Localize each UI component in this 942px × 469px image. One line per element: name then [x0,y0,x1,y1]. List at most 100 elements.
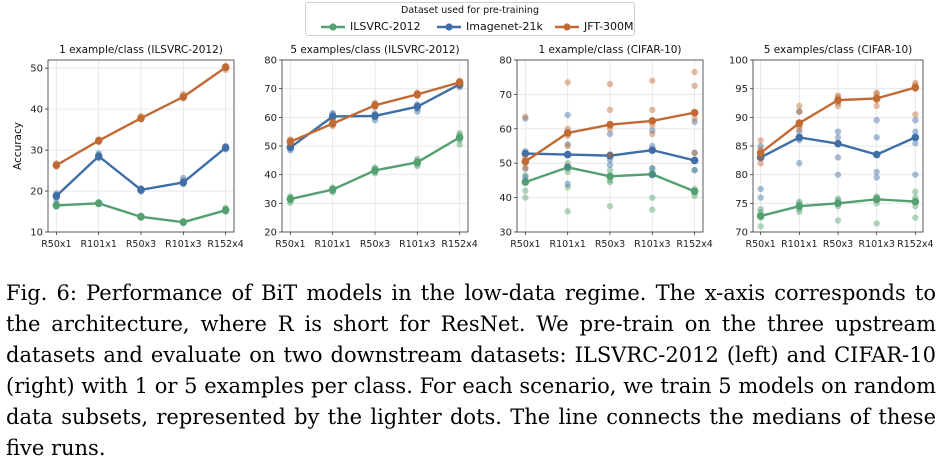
x-tick-label: R152x4 [207,239,243,250]
run-point [912,139,919,147]
run-point [691,149,698,157]
run-point [757,194,764,201]
y-tick-label: 85 [735,142,748,153]
run-point [834,154,842,161]
run-point [649,130,656,138]
y-tick-label: 30 [30,146,43,157]
run-point [873,134,880,141]
run-point [649,172,656,179]
run-point [912,171,919,178]
median-point [137,186,145,194]
median-point [413,90,422,99]
median-point [94,136,103,145]
run-point [564,184,571,191]
run-point [649,194,656,201]
median-point [371,112,379,120]
chart-title: 5 examples/class (ILSVRC-2012) [290,44,459,56]
chart-title: 1 example/class (CIFAR-10) [538,44,681,56]
median-point [137,213,145,221]
run-point [691,166,698,174]
run-point [796,108,803,115]
x-tick-label: R50x3 [126,239,156,250]
x-tick-label: R101x1 [80,239,116,250]
run-point [564,141,571,148]
run-point [649,127,656,134]
series-imagenet-21k [756,108,920,201]
run-point [564,79,571,86]
y-tick-label: 30 [499,228,512,239]
run-point [649,77,656,84]
run-point [606,203,614,210]
median-point [52,201,61,210]
median-point [756,212,765,220]
y-tick-label: 50 [30,64,43,75]
run-point [873,89,880,96]
median-point [690,156,699,165]
median-point [606,120,614,129]
legend-label-imagenet21k: Imagenet-21k [466,20,543,33]
run-point [834,102,842,110]
median-point [563,150,572,159]
median-point [328,119,337,128]
run-point [912,188,919,196]
run-point [873,220,880,227]
median-point [911,133,920,142]
run-point [649,206,656,213]
run-point [757,137,764,144]
run-point [564,180,571,188]
median-point [648,146,657,154]
y-tick-label: 70 [735,228,748,239]
run-point [691,115,698,122]
median-point [563,129,572,137]
series-jft-300m [52,62,230,170]
median-point [371,166,379,175]
run-point [796,102,803,110]
run-point [522,115,529,122]
median-point [834,139,842,148]
median-point [911,83,920,92]
x-tick-label: R101x1 [314,239,350,250]
x-tick-label: R101x1 [781,239,817,250]
median-point [179,178,188,187]
run-point [691,68,698,76]
series-ilsvrc-2012 [521,160,699,215]
run-point [757,142,764,150]
legend-swatch-ilsvrc [321,23,345,31]
run-point [649,106,656,114]
y-tick-label: 40 [30,105,43,116]
run-point [757,223,764,230]
median-point [371,101,379,110]
run-point [834,134,842,141]
run-point [912,111,919,118]
y-tick-label: 50 [264,142,277,153]
series-imagenet-21k [52,142,230,203]
median-point [795,202,804,210]
legend-swatch-imagenet21k [437,23,461,31]
y-tick-label: 95 [735,84,748,95]
y-tick-label: 100 [729,56,748,67]
run-point [606,178,614,186]
run-point [757,205,764,213]
chart-panel-4: 70 75 80 85 90 95 100 R50x1 R101x1 R50x3 R101x3 R15… [729,44,934,250]
legend-swatch-jft300m [555,23,579,31]
run-point [606,106,614,114]
median-point [328,185,337,194]
median-point [756,149,765,157]
median-point [834,199,842,208]
median-point [872,94,881,103]
median-point [413,102,422,111]
median-point [606,151,614,160]
series-imagenet-21k [521,111,699,188]
run-point [834,171,842,178]
y-tick-label: 60 [264,113,277,124]
run-point [564,163,571,170]
median-point [455,133,464,142]
run-point [691,118,698,126]
median-point [606,172,614,181]
x-tick-label: R101x1 [549,239,585,250]
median-point [52,192,61,200]
median-point [795,119,804,127]
run-point [564,111,571,119]
x-tick-label: R101x3 [399,239,435,250]
